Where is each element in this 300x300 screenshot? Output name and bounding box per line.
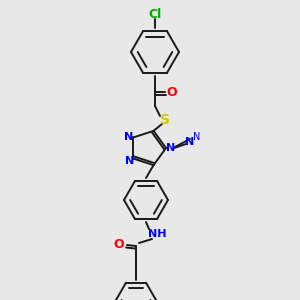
- Text: N: N: [167, 143, 176, 153]
- Text: NH: NH: [148, 229, 166, 239]
- Text: S: S: [160, 113, 170, 127]
- Text: N: N: [185, 137, 195, 147]
- Text: N: N: [125, 156, 134, 166]
- Text: O: O: [114, 238, 124, 250]
- Text: O: O: [167, 86, 177, 100]
- Text: N: N: [124, 132, 133, 142]
- Text: Cl: Cl: [148, 8, 162, 20]
- Text: N: N: [193, 132, 200, 142]
